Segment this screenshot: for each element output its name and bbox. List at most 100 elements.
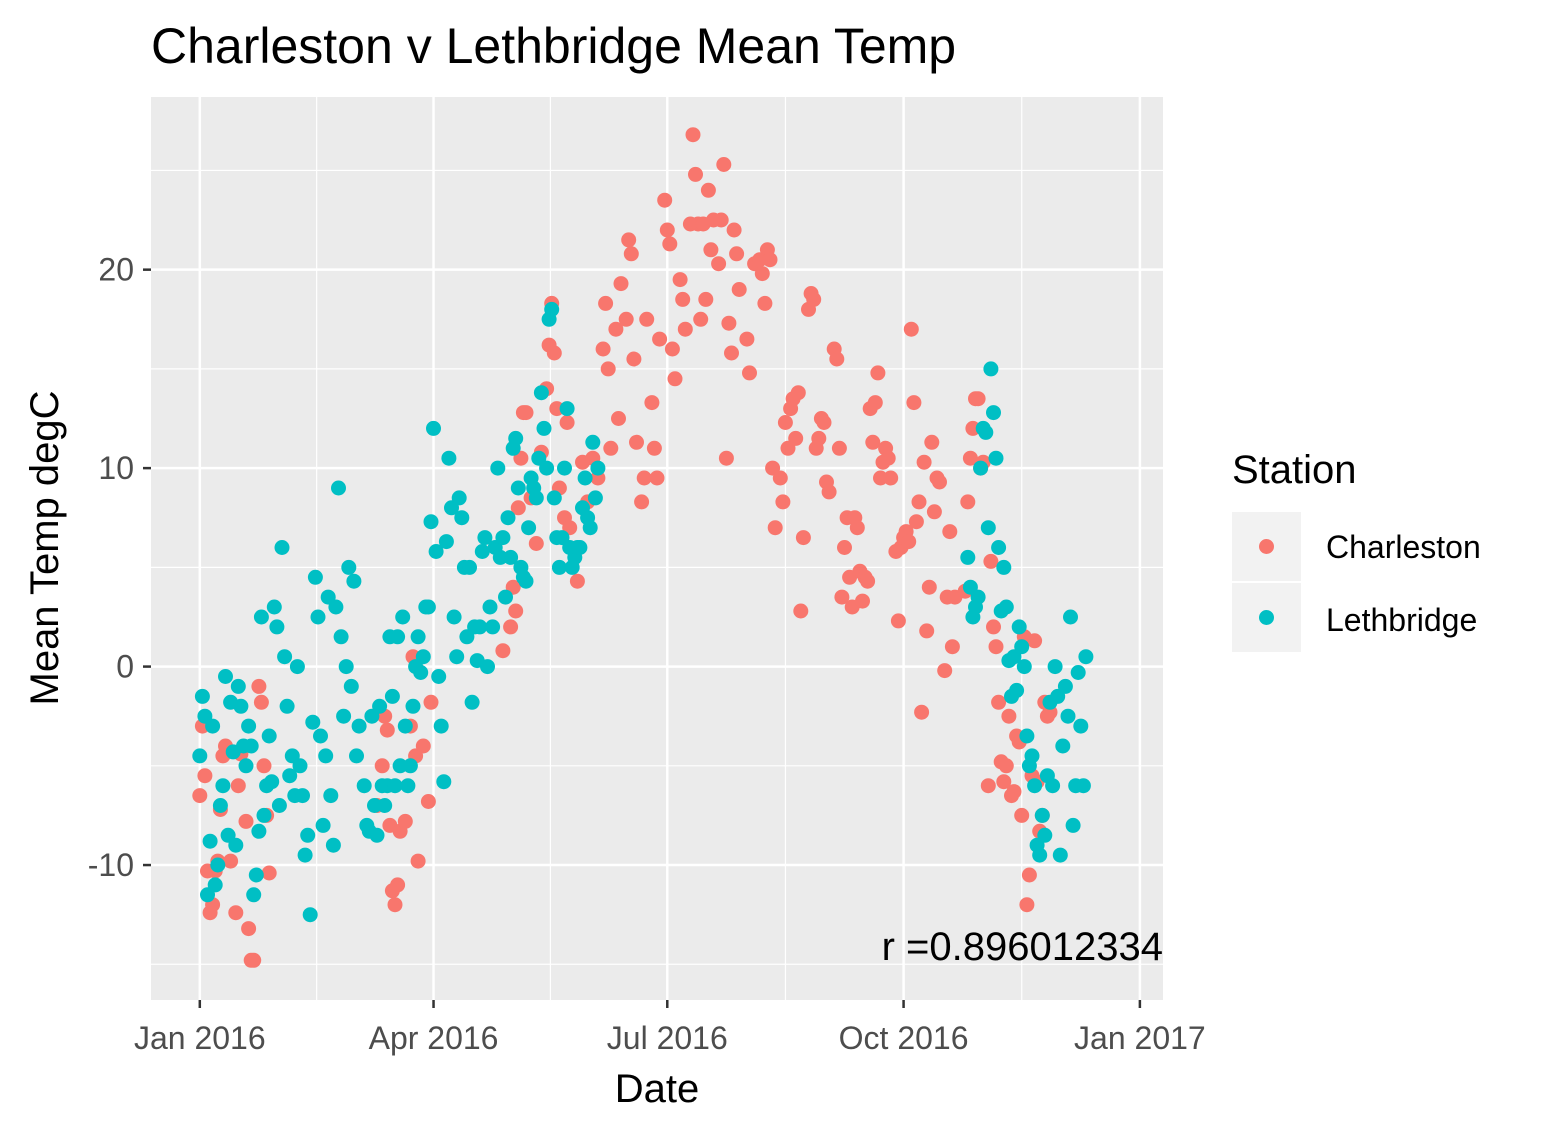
point-charleston [726, 222, 742, 238]
point-charleston [613, 276, 629, 292]
point-lethbridge [325, 837, 341, 853]
point-lethbridge [551, 559, 567, 575]
point-lethbridge [336, 708, 352, 724]
point-lethbridge [318, 748, 334, 764]
point-lethbridge [1078, 649, 1094, 665]
point-charleston [246, 952, 262, 968]
point-charleston [639, 311, 655, 327]
point-lethbridge [438, 534, 454, 550]
point-lethbridge [500, 510, 516, 526]
point-lethbridge [392, 758, 408, 774]
point-charleston [777, 415, 793, 430]
point-lethbridge [503, 549, 519, 565]
point-charleston [636, 470, 652, 486]
point-charleston [528, 536, 544, 551]
point-lethbridge [413, 665, 429, 680]
point-lethbridge [228, 837, 244, 853]
legend-label-lethbridge: Lethbridge [1326, 602, 1477, 638]
point-charleston [646, 440, 662, 456]
point-lethbridge [405, 698, 421, 714]
point-charleston [914, 704, 930, 720]
point-charleston [667, 371, 683, 387]
point-lethbridge [1065, 817, 1081, 833]
point-charleston [495, 643, 511, 659]
point-charleston [924, 434, 940, 450]
point-lethbridge [233, 698, 249, 714]
point-lethbridge [980, 520, 996, 536]
point-charleston [960, 494, 976, 510]
point-lethbridge [472, 619, 488, 635]
point-lethbridge [323, 788, 339, 804]
point-charleston [788, 430, 804, 446]
point-lethbridge [428, 544, 444, 559]
point-charleston [595, 341, 611, 357]
point-charleston [996, 774, 1012, 790]
point-lethbridge [590, 460, 606, 476]
legend-title: Station [1232, 448, 1357, 492]
point-lethbridge [423, 514, 439, 530]
point-charleston [711, 256, 727, 272]
point-lethbridge [582, 520, 598, 536]
point-lethbridge [251, 823, 267, 839]
point-lethbridge [454, 510, 470, 526]
point-lethbridge [238, 758, 254, 774]
point-charleston [659, 222, 675, 238]
point-charleston [397, 813, 413, 829]
point-lethbridge [230, 678, 246, 694]
point-charleston [251, 678, 267, 694]
point-lethbridge [1045, 778, 1061, 794]
point-lethbridge [1060, 708, 1076, 724]
point-lethbridge [441, 450, 457, 466]
point-lethbridge [300, 827, 316, 843]
point-charleston [387, 897, 403, 913]
point-lethbridge [544, 301, 560, 317]
point-charleston [731, 282, 747, 297]
point-charleston [932, 474, 947, 490]
point-lethbridge [315, 817, 331, 833]
point-lethbridge [349, 748, 364, 764]
point-lethbridge [384, 688, 400, 704]
point-lethbridge [462, 559, 477, 575]
point-charleston [677, 321, 693, 337]
point-lethbridge [518, 573, 534, 589]
point-charleston [986, 619, 1001, 635]
point-lethbridge [1027, 778, 1043, 794]
point-lethbridge [264, 774, 280, 790]
point-charleston [883, 470, 899, 486]
point-charleston [834, 589, 850, 605]
x-tick-label: Apr 2016 [369, 1020, 499, 1056]
point-charleston [716, 157, 732, 172]
point-charleston [795, 530, 811, 546]
point-charleston [739, 331, 755, 347]
point-lethbridge [1014, 639, 1030, 655]
point-lethbridge [490, 460, 506, 476]
legend-label-charleston: Charleston [1326, 529, 1481, 565]
point-charleston [991, 694, 1007, 710]
point-charleston [790, 385, 806, 401]
point-charleston [626, 351, 642, 367]
point-lethbridge [492, 549, 508, 565]
point-charleston [192, 788, 208, 804]
point-lethbridge [451, 490, 467, 506]
point-lethbridge [1011, 619, 1027, 635]
point-lethbridge [282, 768, 298, 784]
point-lethbridge [464, 694, 480, 710]
point-charleston [241, 921, 257, 937]
point-lethbridge [292, 758, 308, 774]
point-lethbridge [973, 460, 989, 476]
point-charleston [698, 291, 714, 307]
x-tick-label: Jul 2016 [607, 1020, 728, 1056]
point-charleston [962, 450, 978, 466]
point-charleston [420, 794, 436, 809]
point-lethbridge [978, 424, 994, 440]
point-lethbridge [510, 480, 526, 496]
x-tick-label: Oct 2016 [839, 1020, 969, 1056]
point-lethbridge [983, 361, 999, 377]
point-lethbridge [539, 460, 555, 476]
point-charleston [988, 639, 1004, 655]
point-lethbridge [1032, 847, 1048, 863]
point-lethbridge [436, 774, 452, 790]
point-charleston [870, 365, 886, 381]
point-lethbridge [1009, 682, 1025, 698]
point-lethbridge [243, 738, 259, 754]
